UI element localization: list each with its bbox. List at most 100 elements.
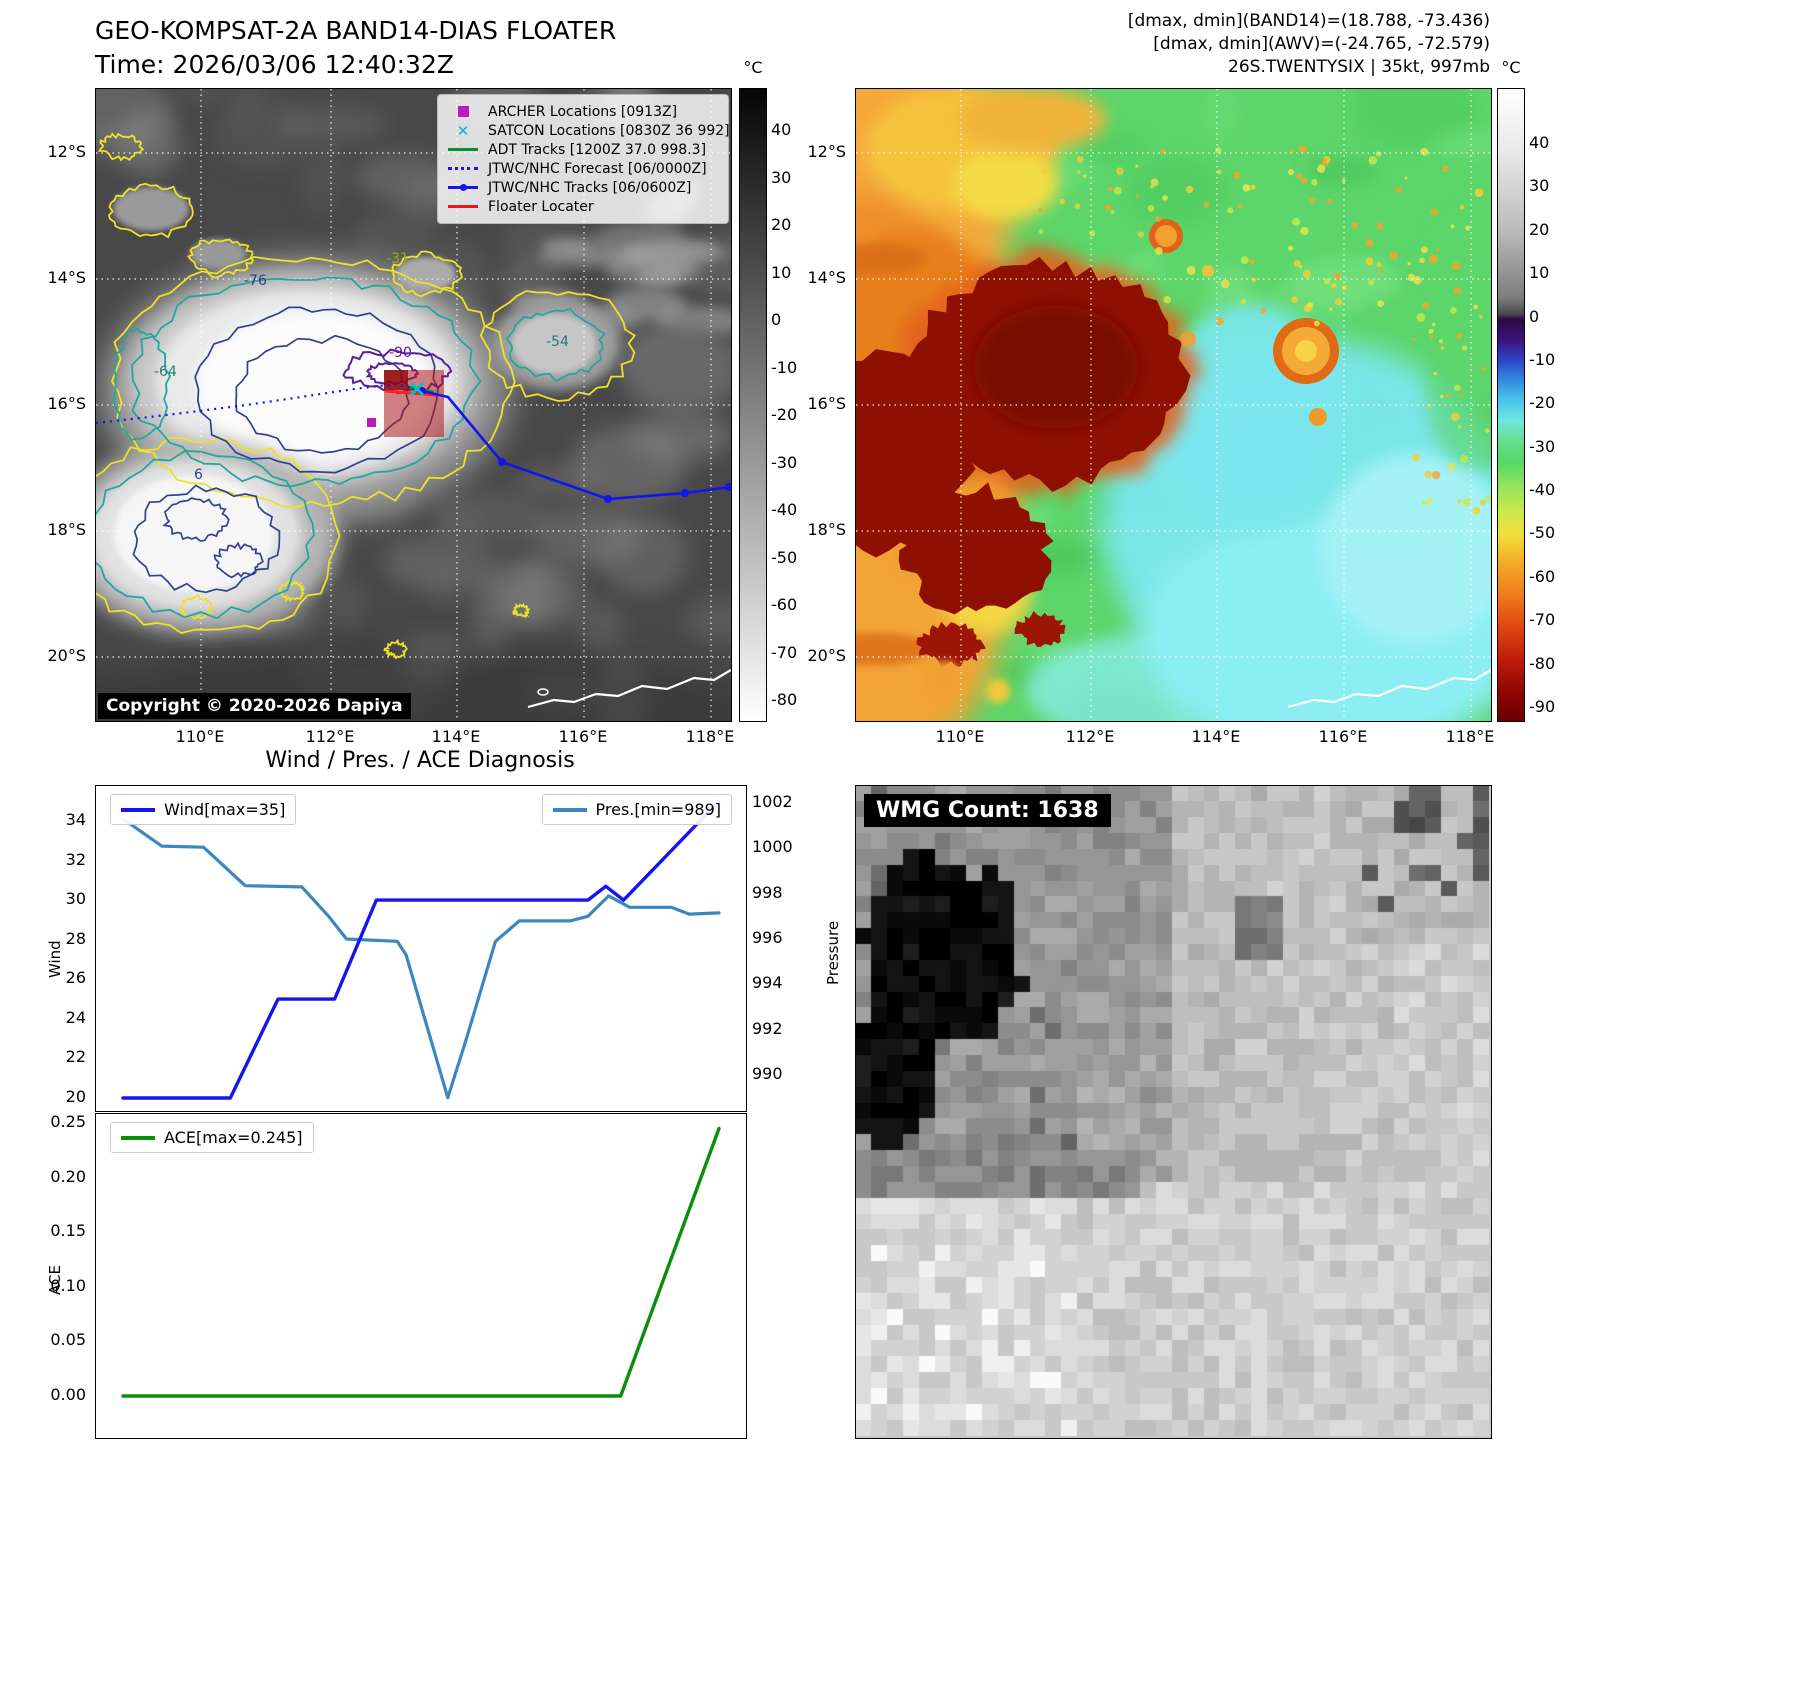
tl-colorbar-tick: -40 bbox=[771, 500, 798, 519]
ace-ytick: 0.15 bbox=[50, 1221, 86, 1241]
tl-colorbar-tick: -10 bbox=[771, 357, 798, 377]
tr-map-xtick: 118°E bbox=[1445, 727, 1495, 746]
legend-label: JTWC/NHC Tracks [06/0600Z] bbox=[488, 179, 692, 196]
tr-map-ytick: 16°S bbox=[807, 394, 846, 413]
ace-legend-label: ACE[max=0.245] bbox=[164, 1128, 303, 1147]
tr-colorbar-tick: -50 bbox=[1529, 523, 1556, 543]
tl-map-xtick: 112°E bbox=[305, 727, 355, 746]
tr-header-info: [dmax, dmin](BAND14)=(18.788, -73.436) [… bbox=[990, 10, 1490, 79]
wind-ytick: 26 bbox=[65, 968, 86, 988]
tl-map-xtick: 114°E bbox=[431, 727, 481, 746]
awv-colorbar bbox=[1497, 88, 1525, 722]
wind-ytick: 28 bbox=[65, 928, 86, 948]
pressure-line-sample-icon bbox=[552, 807, 587, 812]
wind-legend-label: Wind[max=35] bbox=[164, 800, 286, 819]
tr-colorbar-tick: 30 bbox=[1529, 176, 1550, 196]
legend-label: Floater Locater bbox=[488, 198, 594, 215]
map-legend: ARCHER Locations [0913Z] ✕ SATCON Location… bbox=[437, 94, 730, 224]
tr-map-xtick: 116°E bbox=[1318, 727, 1368, 746]
tl-colorbar-tick: 30 bbox=[771, 167, 792, 187]
legend-item: JTWC/NHC Tracks [06/0600Z] bbox=[447, 178, 719, 197]
ace-line-sample-icon bbox=[121, 1135, 155, 1140]
tl-colorbar-tick: -70 bbox=[771, 642, 798, 662]
awv-satellite-image bbox=[856, 89, 1491, 721]
tl-colorbar-tick: -80 bbox=[771, 690, 798, 709]
contour-label: -64 bbox=[154, 364, 177, 380]
tl-map-ytick: 18°S bbox=[47, 520, 86, 539]
legend-marker-x-icon: ✕ bbox=[456, 121, 470, 140]
wind-ytick: 34 bbox=[65, 810, 86, 829]
ace-ytick: 0.05 bbox=[50, 1330, 86, 1350]
tl-colorbar-tick: 40 bbox=[771, 120, 792, 139]
copyright-label: Copyright © 2020-2026 Dapiya bbox=[98, 693, 411, 719]
tl-map-xtick: 110°E bbox=[175, 727, 225, 746]
band14-colorbar bbox=[739, 88, 767, 722]
tr-colorbar-tick: -80 bbox=[1529, 653, 1556, 673]
tr-colorbar-tick: 0 bbox=[1529, 306, 1540, 326]
tr-colorbar-tick: -70 bbox=[1529, 610, 1556, 630]
tr-colorbar-tick: -20 bbox=[1529, 393, 1556, 413]
tl-colorbar-tick: 20 bbox=[771, 215, 792, 234]
wmg-count-label: WMG Count: 1638 bbox=[864, 794, 1111, 827]
band14-satellite-map: -76 -90 -64 -54 -31 6 ARCHER Locations [0913Z… bbox=[95, 88, 732, 722]
contour-label: -76 bbox=[244, 273, 267, 289]
tl-colorbar-tick: -20 bbox=[771, 405, 798, 424]
tl-map-ytick: 14°S bbox=[47, 268, 86, 287]
pressure-ytick: 1002 bbox=[752, 792, 793, 811]
pressure-ytick: 992 bbox=[752, 1018, 783, 1038]
legend-item: ADT Tracks [1200Z 37.0 998.3] bbox=[447, 140, 719, 159]
ace-chart: ACE[max=0.245] bbox=[95, 1113, 747, 1439]
tr-colorbar-tick: 20 bbox=[1529, 219, 1550, 239]
pressure-ytick: 994 bbox=[752, 973, 783, 993]
legend-label: JTWC/NHC Forecast [06/0000Z] bbox=[488, 160, 707, 177]
legend-label: ARCHER Locations [0913Z] bbox=[488, 103, 678, 120]
tl-map-ytick: 12°S bbox=[47, 142, 86, 161]
tr-map-ytick: 18°S bbox=[807, 520, 846, 539]
tl-colorbar-tick: 0 bbox=[771, 310, 782, 329]
tr-colorbar-tick: 40 bbox=[1529, 133, 1550, 152]
contour-label: -54 bbox=[546, 334, 569, 350]
contour-label: -90 bbox=[389, 345, 412, 361]
tr-colorbar-tick: 10 bbox=[1529, 263, 1550, 283]
tr-map-xtick: 112°E bbox=[1065, 727, 1115, 746]
pressure-legend-label: Pres.[min=989] bbox=[595, 800, 721, 819]
legend-marker-square-icon bbox=[447, 106, 479, 117]
wmg-image-panel: WMG Count: 1638 bbox=[855, 785, 1492, 1439]
wind-ytick: 32 bbox=[65, 849, 86, 869]
tr-colorbar-tick: -90 bbox=[1529, 696, 1556, 716]
tl-map-ytick: 16°S bbox=[47, 394, 86, 413]
legend-marker-dotted-icon bbox=[447, 167, 479, 170]
tr-map-ytick: 20°S bbox=[807, 646, 846, 665]
ace-ytick: 0.10 bbox=[50, 1275, 86, 1295]
wind-ytick: 30 bbox=[65, 889, 86, 909]
tr-map-ytick: 14°S bbox=[807, 268, 846, 287]
wind-pressure-chart: Wind[max=35] Pres.[min=989] bbox=[95, 785, 747, 1112]
wind-ytick: 22 bbox=[65, 1047, 86, 1067]
legend-label: ADT Tracks [1200Z 37.0 998.3] bbox=[488, 141, 707, 158]
tr-header-band14-range: [dmax, dmin](BAND14)=(18.788, -73.436) bbox=[1127, 11, 1490, 31]
legend-item: ARCHER Locations [0913Z] bbox=[447, 102, 719, 121]
tl-panel-time: Time: 2026/03/06 12:40:32Z bbox=[95, 50, 454, 79]
tl-panel-title: GEO-KOMPSAT-2A BAND14-DIAS FLOATER bbox=[95, 16, 617, 45]
tl-map-xtick: 116°E bbox=[558, 727, 608, 746]
ace-ytick: 0.20 bbox=[50, 1166, 86, 1186]
ace-plot bbox=[121, 1126, 721, 1398]
tr-map-ytick: 12°S bbox=[807, 142, 846, 161]
tl-colorbar-tick: -50 bbox=[771, 547, 798, 567]
ace-legend: ACE[max=0.245] bbox=[110, 1122, 314, 1153]
legend-label: SATCON Locations [0830Z 36 992] bbox=[488, 122, 730, 139]
pressure-axis-label: Pressure bbox=[824, 920, 842, 985]
wind-ytick: 24 bbox=[65, 1007, 86, 1027]
legend-item: ✕ SATCON Locations [0830Z 36 992] bbox=[447, 121, 730, 140]
contour-label: -31 bbox=[386, 251, 409, 267]
tl-map-xtick: 118°E bbox=[685, 727, 735, 746]
legend-item: Floater Locater bbox=[447, 197, 719, 216]
contour-label: 6 bbox=[194, 467, 203, 483]
tr-colorbar-tick: -30 bbox=[1529, 436, 1556, 456]
tr-map-xtick: 110°E bbox=[935, 727, 985, 746]
tl-colorbar-tick: -30 bbox=[771, 452, 798, 472]
pressure-ytick: 996 bbox=[752, 927, 783, 947]
wmg-grayscale-image bbox=[856, 786, 1489, 1436]
ace-ytick: 0.00 bbox=[50, 1385, 86, 1404]
